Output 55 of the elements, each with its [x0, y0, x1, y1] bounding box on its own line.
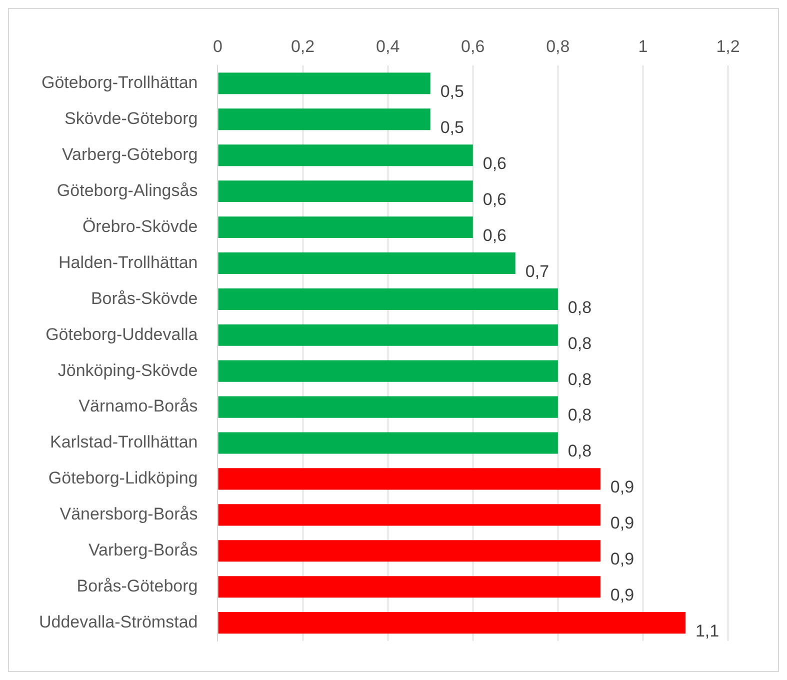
data-label: 0,8: [568, 442, 592, 461]
y-tick-label: Varberg-Borås: [88, 540, 198, 560]
y-tick-label: Borås-Göteborg: [76, 576, 198, 596]
x-tick-label: 0: [213, 36, 222, 56]
data-label: 0,6: [482, 190, 507, 209]
y-tick-label: Uddevalla-Strömstad: [38, 612, 198, 632]
data-label: 0,5: [440, 82, 464, 102]
bar: [218, 432, 558, 454]
y-tick-label: Borås-Skövde: [90, 288, 198, 308]
y-tick-label: Göteborg-Lidköping: [48, 468, 198, 488]
data-label: 0,9: [610, 514, 634, 533]
data-label: 0,6: [482, 154, 507, 173]
data-label: 0,8: [568, 406, 592, 425]
x-tick-label: 1: [638, 36, 648, 56]
y-tick-label: Jönköping-Skövde: [58, 360, 198, 380]
data-label: 1,1: [695, 622, 720, 641]
data-label: 0,8: [568, 334, 592, 353]
y-tick-label: Halden-Trollhättan: [58, 252, 198, 272]
bar: [218, 144, 473, 166]
bar: [218, 576, 600, 598]
x-tick-label: 0,6: [461, 36, 485, 56]
y-tick-label: Göteborg-Uddevalla: [46, 324, 198, 344]
y-tick-label: Göteborg-Alingsås: [56, 180, 198, 200]
data-label: 0,6: [482, 226, 507, 245]
data-label: 0,9: [610, 586, 634, 605]
y-tick-label: Varberg-Göteborg: [62, 144, 198, 164]
data-label: 0,5: [440, 118, 464, 138]
bar: [218, 288, 558, 310]
bar: [218, 612, 686, 634]
y-tick-label: Örebro-Skövde: [82, 216, 198, 236]
x-tick-label: 1,2: [716, 36, 740, 56]
bar: [218, 396, 558, 418]
data-label: 0,9: [610, 550, 634, 569]
data-label: 0,8: [568, 370, 592, 389]
bar: [218, 216, 473, 238]
data-label: 0,7: [525, 262, 550, 281]
y-tick-label: Göteborg-Trollhättan: [42, 73, 198, 92]
bar: [218, 72, 430, 94]
bar: [218, 504, 600, 526]
y-tick-label: Vänersborg-Borås: [60, 504, 198, 524]
x-tick-label: 0,4: [376, 36, 400, 56]
x-tick-label: 0,2: [290, 36, 315, 56]
data-label: 0,9: [610, 478, 634, 497]
bar: [218, 108, 430, 130]
bar: [218, 252, 516, 274]
y-tick-label: Karlstad-Trollhättan: [50, 432, 198, 452]
bar: [218, 360, 558, 382]
bar: [218, 324, 558, 346]
bar: [218, 540, 600, 562]
y-tick-label: Värnamo-Borås: [78, 396, 198, 416]
x-tick-label: 0,8: [546, 36, 570, 56]
data-label: 0,8: [568, 298, 592, 317]
y-tick-label: Skövde-Göteborg: [64, 109, 198, 128]
bar: [218, 468, 600, 490]
bar: [218, 180, 473, 202]
